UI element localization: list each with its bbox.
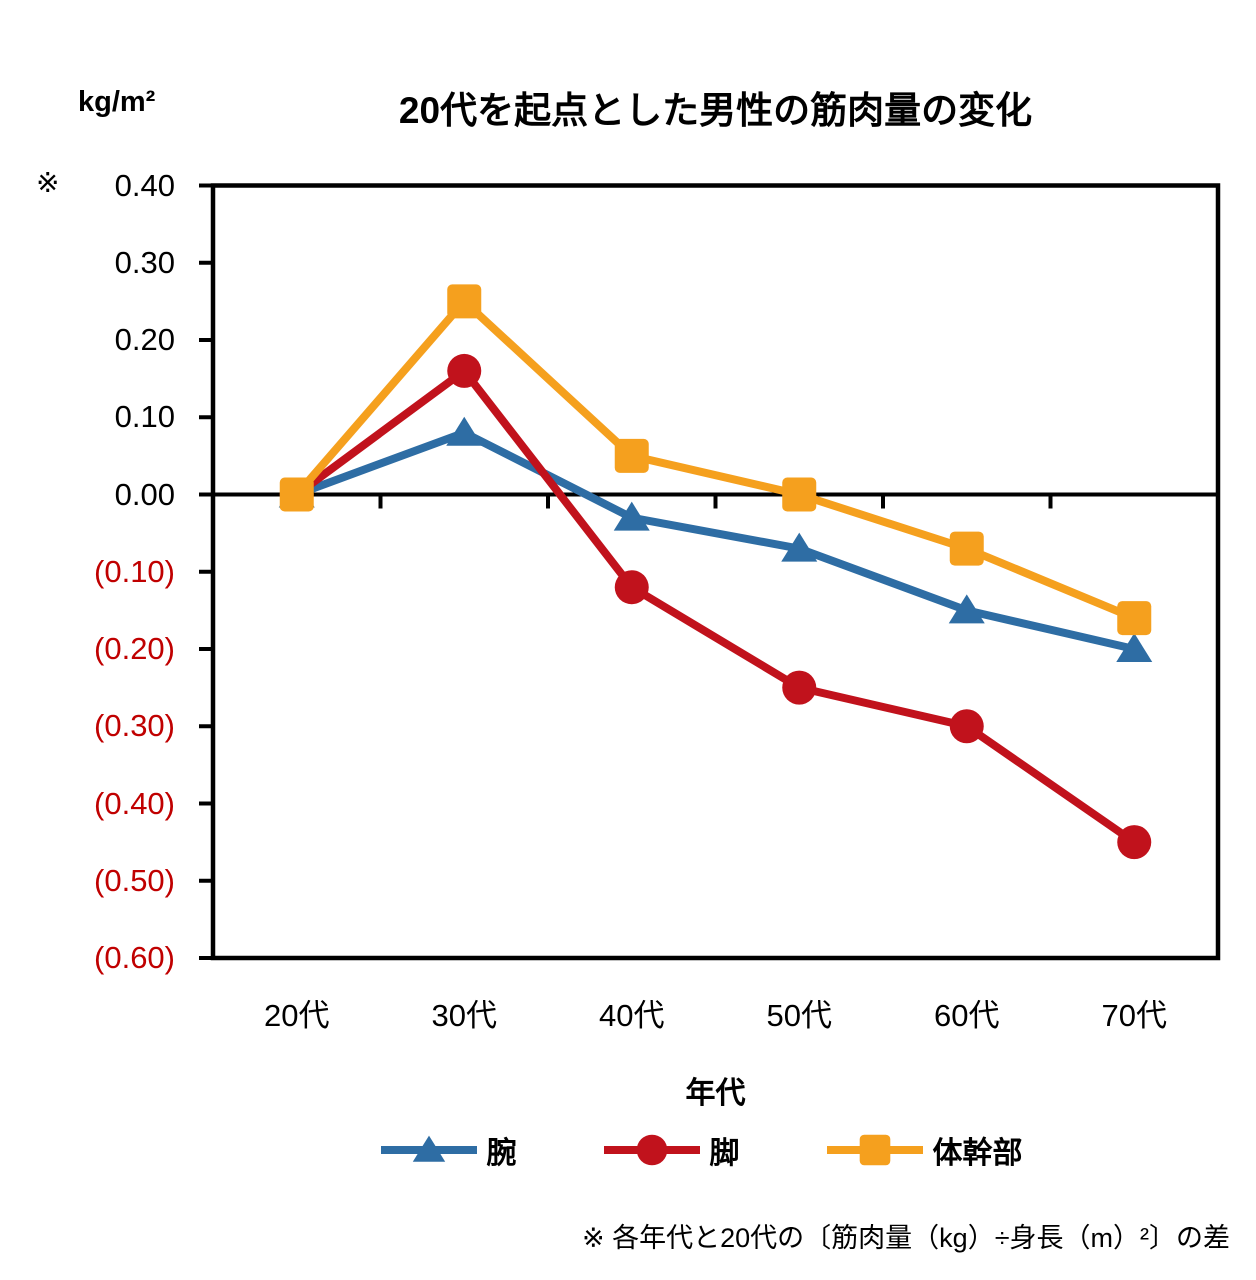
- axis-note-marker: ※: [36, 167, 60, 198]
- chart-title: 20代を起点とした男性の筋肉量の変化: [398, 90, 1033, 131]
- y-tick-label: (0.40): [94, 785, 175, 821]
- x-tick-label: 40代: [599, 998, 665, 1033]
- legend-item-arm: 腕: [379, 1128, 517, 1172]
- x-tick-label: 30代: [431, 998, 497, 1033]
- trunk-series-marker-icon: [826, 1134, 923, 1166]
- y-tick-label: (0.50): [94, 862, 175, 898]
- x-tick-label: 50代: [766, 998, 832, 1033]
- y-tick-label: 0.40: [114, 167, 175, 203]
- y-tick-label: 0.00: [114, 476, 175, 512]
- x-axis-title: 年代: [685, 1077, 746, 1110]
- y-tick-label: (0.30): [94, 708, 175, 744]
- y-axis-unit-label: kg/m²: [78, 86, 156, 118]
- y-tick-label: (0.60): [94, 940, 175, 975]
- arm-series-marker-icon: [380, 1135, 477, 1162]
- y-tick-label: 0.10: [114, 399, 175, 435]
- legend-item-leg: 脚: [602, 1128, 740, 1172]
- legend-label-trunk: 体幹部: [932, 1137, 1023, 1170]
- legend: 腕 脚 体幹部: [0, 1128, 1256, 1172]
- legend-item-trunk: 体幹部: [825, 1128, 1023, 1172]
- leg-series-marker-icon: [603, 1134, 700, 1166]
- y-tick-label: 0.20: [114, 322, 175, 357]
- y-tick-label: 0.30: [114, 244, 175, 280]
- footnote: ※ 各年代と20代の〔筋肉量（kg）÷身長（m）²〕の差: [582, 1223, 1230, 1253]
- legend-label-arm: 腕: [486, 1137, 517, 1170]
- x-tick-label: 60代: [934, 998, 1000, 1033]
- x-tick-label: 70代: [1101, 998, 1167, 1033]
- y-tick-label: (0.20): [94, 631, 175, 666]
- x-tick-label: 20代: [264, 998, 330, 1033]
- y-tick-label: (0.10): [94, 553, 175, 589]
- legend-label-leg: 脚: [709, 1137, 740, 1170]
